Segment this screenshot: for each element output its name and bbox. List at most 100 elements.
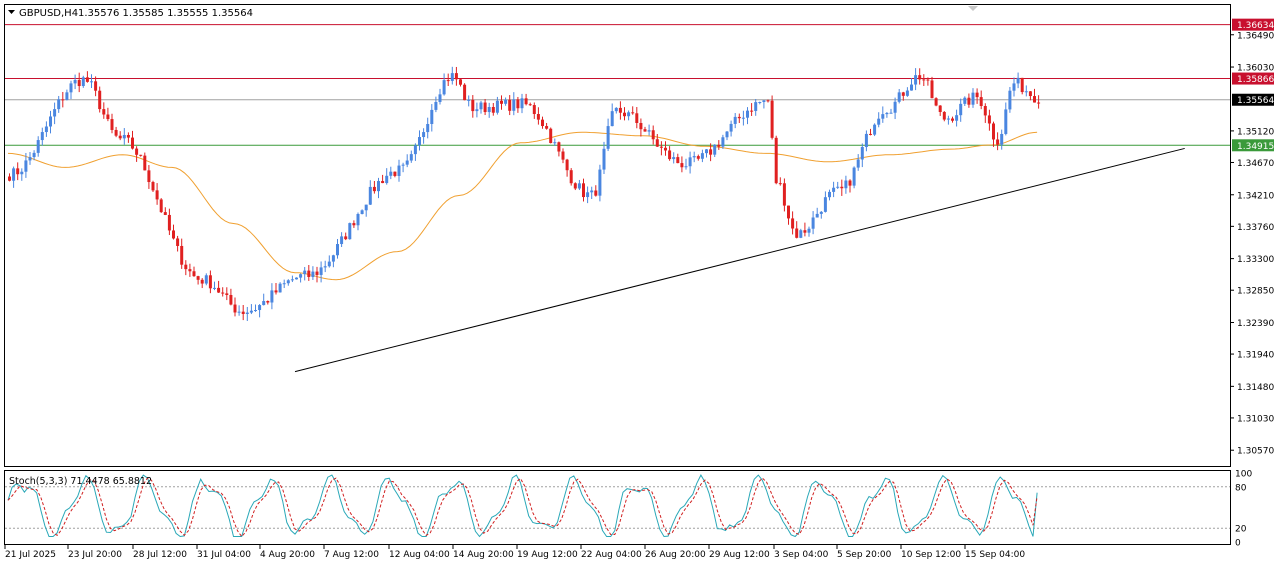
support-price-tag: 1.34915 [1232, 139, 1274, 152]
candle [475, 102, 479, 118]
time-axis[interactable]: 21 Jul 2025 23 Jul 20:00 28 Jul 12:00 31 Ju… [4, 544, 1025, 560]
candle [360, 209, 364, 215]
candle [639, 118, 643, 137]
candle [959, 98, 963, 122]
candle [754, 98, 758, 116]
candle [167, 208, 171, 236]
candle [643, 126, 647, 132]
candle [733, 113, 737, 129]
time-tick-label: 15 Sep 04:00 [965, 550, 1025, 560]
candle [549, 127, 553, 144]
candle [438, 88, 442, 105]
candle [217, 280, 221, 293]
price-tick-label: 1.30570 [1237, 447, 1274, 457]
candle [258, 304, 262, 318]
candle [274, 283, 278, 295]
candle [504, 97, 508, 106]
candle [696, 154, 700, 161]
price-tick-label: 1.33300 [1237, 255, 1274, 265]
candle [955, 109, 959, 127]
price-tick-label: 1.34670 [1237, 159, 1274, 169]
candle [172, 224, 175, 240]
candle [655, 133, 659, 147]
time-tick-label: 5 Sep 20:00 [837, 550, 892, 560]
candle [368, 180, 372, 205]
candle [885, 111, 889, 118]
candle [676, 153, 680, 164]
candle [385, 168, 389, 185]
candle [225, 287, 229, 301]
candle [303, 267, 307, 281]
candle [237, 305, 241, 316]
trend-line [294, 147, 1185, 373]
candle [598, 164, 602, 202]
candle [869, 128, 872, 136]
candle [897, 89, 901, 104]
candle [118, 131, 122, 141]
candle [65, 89, 69, 101]
candle [434, 96, 438, 113]
candle [606, 118, 610, 152]
candle [1004, 102, 1008, 136]
candle [278, 282, 282, 293]
price-tag-label: 1.34915 [1237, 142, 1274, 152]
candle [963, 96, 967, 106]
candle [1008, 86, 1012, 113]
candle [971, 88, 975, 108]
chart-shift-marker[interactable] [968, 6, 978, 11]
candle [807, 226, 811, 237]
candle [528, 102, 532, 106]
candle [508, 95, 512, 116]
symbol-menu-arrow-icon[interactable] [8, 10, 15, 14]
candle [856, 154, 860, 171]
candle [864, 130, 868, 152]
resistance-price-tag: 1.36634 [1232, 18, 1274, 31]
candle [28, 151, 32, 165]
candle [364, 204, 368, 217]
candle [987, 109, 991, 131]
candle [979, 90, 983, 110]
symbol-label[interactable]: GBPUSD,H4 [19, 8, 78, 19]
candle [16, 162, 20, 181]
candle [422, 128, 426, 144]
candle [918, 68, 922, 85]
candle [1012, 77, 1016, 97]
price-tick-label: 1.36490 [1237, 31, 1274, 41]
price-axis[interactable]: 1.36490 1.36030 1.35120 1.34670 1.34210 1.337… [1230, 31, 1274, 457]
candle [20, 168, 24, 181]
candle [262, 293, 266, 306]
candle [1020, 77, 1024, 95]
candle [819, 210, 823, 219]
candle [672, 152, 676, 164]
time-tick-label: 19 Aug 12:00 [517, 550, 578, 560]
candle [799, 228, 803, 239]
candle [495, 96, 499, 115]
candle [992, 121, 995, 147]
candle [1028, 91, 1032, 101]
candle [442, 73, 446, 96]
indicator-pane-frame [4, 470, 1231, 545]
candle [336, 239, 339, 259]
candle [372, 180, 376, 194]
candle [184, 260, 188, 276]
stochastic-tick-label: 80 [1235, 483, 1247, 493]
candle [471, 95, 475, 118]
candle [721, 134, 725, 149]
candle [401, 162, 405, 173]
candle [741, 110, 745, 126]
candle [746, 107, 749, 125]
candle [782, 178, 786, 212]
candle [750, 103, 754, 116]
candle [229, 288, 233, 306]
time-tick-label: 28 Jul 12:00 [133, 550, 187, 560]
candle [163, 207, 167, 216]
candle [12, 166, 16, 188]
stochastic-series [7, 474, 1038, 538]
candle [582, 178, 585, 202]
candle [131, 130, 134, 150]
candle [73, 74, 77, 90]
price-tick-label: 1.32850 [1237, 287, 1274, 297]
candle [729, 120, 733, 137]
candle [627, 110, 631, 121]
